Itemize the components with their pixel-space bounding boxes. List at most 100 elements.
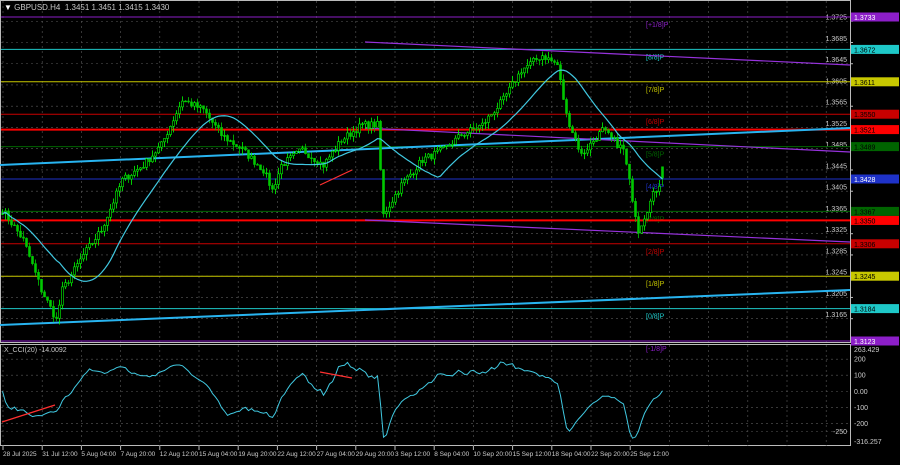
time-tick-label: 22 Sep 20:00: [591, 451, 630, 458]
price-level-badge: [851, 12, 899, 22]
candle-body: [10, 219, 13, 226]
time-tick-label: 28 Jul 2025: [3, 451, 37, 458]
candle-body: [262, 169, 265, 174]
candle-body: [610, 132, 613, 138]
murrey-level-label: [4/8]P: [646, 184, 665, 191]
candle-body: [592, 141, 595, 144]
candle-body: [346, 132, 349, 140]
price-level-badge-text: 1.3123: [854, 339, 876, 346]
candle-body: [322, 161, 325, 168]
candle-body: [571, 126, 574, 133]
candle-body: [430, 153, 433, 160]
murrey-level-label: [0/8]P: [646, 314, 665, 321]
candle-body: [457, 134, 460, 139]
candle-body: [601, 127, 604, 132]
candle-body: [568, 113, 571, 128]
candle-body: [532, 58, 535, 63]
candle-body: [652, 191, 655, 202]
price-level-badge: [851, 174, 899, 184]
price-level-badge: [851, 142, 899, 152]
symbol-title: GBPUSD.H4: [14, 3, 61, 12]
candle-body: [439, 147, 442, 151]
candle-body: [448, 145, 451, 147]
candle-body: [391, 201, 394, 208]
murrey-level-label: [2/8]P: [646, 249, 665, 256]
candle-body: [304, 147, 307, 154]
candle-body: [607, 129, 610, 134]
candle-body: [340, 141, 343, 143]
candle-body: [334, 150, 337, 152]
time-tick-label: 3 Sep 12:00: [395, 451, 430, 458]
time-tick-label: 15 Sep 12:00: [513, 451, 552, 458]
cci-tick-label: -316.257: [854, 439, 882, 446]
candle-body: [88, 243, 91, 249]
price-level-badge: [851, 215, 899, 225]
candle-body: [148, 158, 151, 163]
candle-body: [523, 67, 526, 74]
candle-body: [574, 132, 577, 140]
candle-body: [217, 124, 220, 128]
candle-body: [163, 138, 166, 143]
time-tick-label: 15 Aug 04:00: [199, 451, 238, 458]
candle-body: [364, 121, 367, 125]
candle-body: [382, 169, 385, 215]
candle-body: [580, 149, 583, 154]
candle-body: [208, 112, 211, 119]
candle-body: [70, 274, 73, 284]
collapse-triangle-icon[interactable]: ▼: [4, 3, 15, 12]
cci-panel-frame: [0, 344, 851, 446]
candle-body: [625, 148, 628, 165]
candle-body: [556, 62, 559, 66]
cci-divergence-line: [1, 404, 56, 423]
candle-body: [76, 263, 79, 268]
candle-body: [445, 145, 448, 147]
candle-body: [103, 225, 106, 232]
price-tick-label: 1.3685: [826, 36, 848, 43]
candle-body: [427, 153, 430, 158]
candle-body: [577, 138, 580, 150]
candle-body: [415, 169, 418, 175]
candle-body: [79, 258, 82, 264]
candle-body: [421, 160, 424, 163]
candle-body: [37, 272, 40, 280]
candle-body: [64, 282, 67, 288]
price-level-badge: [851, 77, 899, 87]
candle-body: [619, 144, 622, 149]
candle-body: [238, 146, 241, 149]
candle-body: [232, 140, 235, 145]
price-level-badge-text: 1.3733: [854, 15, 876, 22]
candle-body: [130, 175, 133, 180]
murrey-level-label: [5/8]P: [646, 152, 665, 159]
candle-body: [487, 115, 490, 123]
cci-tick-label: 100: [854, 373, 866, 380]
price-tick-label: 1.3205: [826, 291, 848, 298]
candle-body: [388, 206, 391, 213]
price-level-badge: [851, 206, 899, 216]
divergence-line: [319, 169, 353, 186]
candle-body: [190, 101, 193, 107]
chart-header: ▼ GBPUSD.H4 1.3451 1.3451 1.3415 1.3430: [4, 3, 169, 12]
price-level-badge-text: 1.3350: [854, 218, 876, 225]
candle-body: [511, 81, 514, 88]
price-level-badge-text: 1.3521: [854, 128, 876, 135]
candle-body: [25, 237, 28, 247]
candle-body: [16, 225, 19, 232]
candle-body: [517, 73, 520, 83]
candle-body: [520, 72, 523, 75]
candle-body: [379, 121, 382, 170]
candle-body: [196, 102, 199, 108]
candle-body: [337, 141, 340, 151]
candle-body: [286, 157, 289, 166]
candle-body: [643, 218, 646, 227]
candle-body: [478, 125, 481, 130]
time-tick-label: 27 Aug 04:00: [317, 451, 356, 458]
candle-body: [184, 100, 187, 103]
candle-body: [106, 216, 109, 226]
price-level-badge: [851, 304, 899, 314]
moving-average-line: [2, 69, 663, 282]
candle-body: [220, 127, 223, 136]
candle-body: [565, 99, 568, 114]
trend-line-lower: [0, 289, 851, 326]
